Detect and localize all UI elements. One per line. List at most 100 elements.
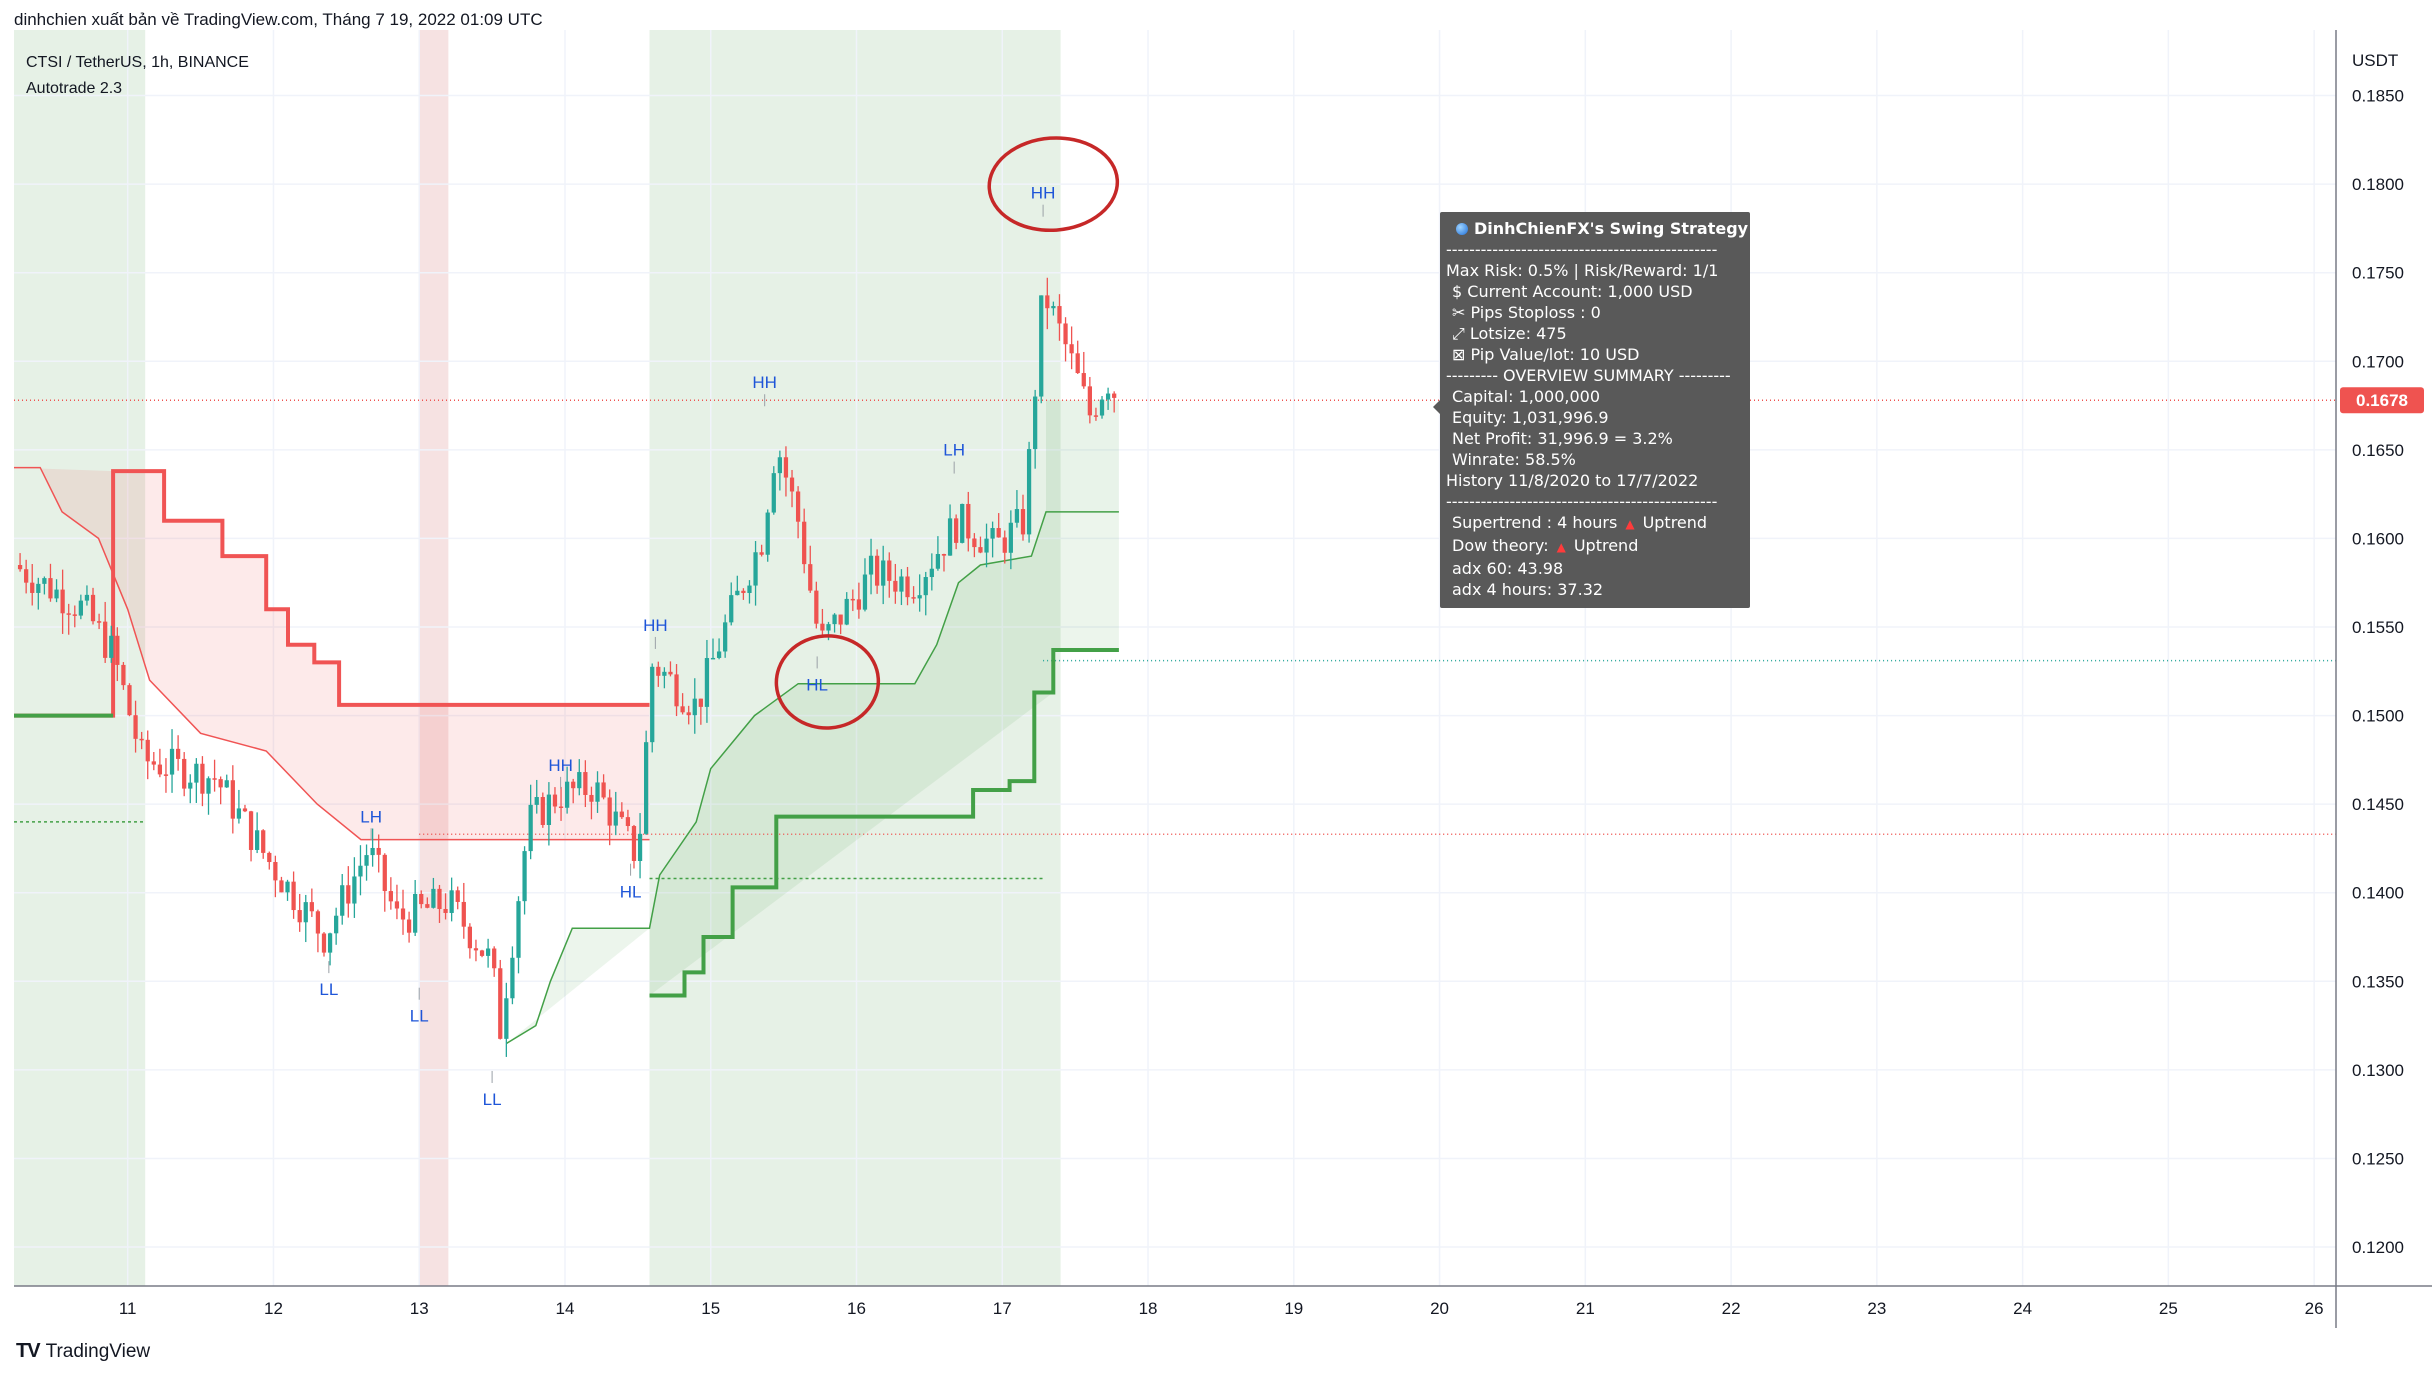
candle-body bbox=[954, 518, 959, 543]
candle-body bbox=[528, 804, 533, 852]
candle-body bbox=[1045, 295, 1050, 309]
candle-body bbox=[960, 503, 965, 543]
candle-body bbox=[1051, 306, 1056, 309]
y-tick-label: 0.1800 bbox=[2352, 175, 2404, 194]
candle-body bbox=[72, 614, 77, 616]
candle-body bbox=[625, 817, 631, 827]
tooltip-history: History 11/8/2020 to 17/7/2022 bbox=[1446, 471, 1699, 490]
candle bbox=[279, 876, 284, 893]
candle bbox=[1008, 510, 1013, 570]
candle bbox=[334, 907, 339, 945]
candle bbox=[625, 809, 631, 832]
candle-body bbox=[157, 764, 163, 775]
candle-body bbox=[334, 915, 339, 934]
candle-body bbox=[109, 635, 114, 658]
candle-body bbox=[698, 698, 703, 707]
candle bbox=[115, 627, 120, 682]
candle-body bbox=[206, 778, 211, 794]
candle bbox=[1026, 441, 1032, 543]
candle bbox=[175, 735, 181, 771]
candle bbox=[540, 792, 545, 828]
tradingview-footer[interactable]: TV TradingView bbox=[16, 1340, 150, 1363]
candle bbox=[212, 759, 217, 792]
candle bbox=[200, 756, 205, 807]
tooltip-risk: Max Risk: 0.5% | Risk/Reward: 1/1 bbox=[1446, 261, 1719, 280]
candle-body bbox=[765, 512, 770, 555]
candle bbox=[340, 873, 345, 925]
candle bbox=[947, 504, 953, 556]
candle-body bbox=[723, 622, 728, 652]
y-tick-label: 0.1200 bbox=[2352, 1238, 2404, 1257]
candle bbox=[534, 779, 539, 814]
candle bbox=[905, 566, 910, 606]
candle bbox=[127, 683, 132, 717]
candle bbox=[917, 574, 922, 612]
candle bbox=[723, 614, 728, 658]
supertrend-fills bbox=[14, 400, 1119, 1044]
candle-body bbox=[285, 881, 290, 893]
tooltip-summary-header: --------- OVERVIEW SUMMARY --------- bbox=[1446, 366, 1731, 385]
candle bbox=[449, 877, 454, 922]
candle bbox=[820, 608, 825, 635]
drawn-annotations[interactable] bbox=[773, 134, 1120, 732]
candle bbox=[1057, 294, 1062, 341]
candle bbox=[990, 521, 995, 558]
candle-body bbox=[431, 888, 436, 908]
candle bbox=[394, 884, 400, 920]
candle-body bbox=[84, 594, 90, 601]
candle-body bbox=[899, 576, 904, 592]
candle bbox=[1039, 295, 1044, 404]
candle-body bbox=[729, 595, 734, 623]
candle-body bbox=[498, 968, 503, 1039]
candle bbox=[78, 594, 83, 620]
up-arrow-icon: ▲ bbox=[1556, 540, 1566, 554]
candle bbox=[850, 589, 855, 612]
candle bbox=[285, 879, 290, 901]
candle-body bbox=[838, 614, 843, 625]
candle-body bbox=[808, 564, 813, 591]
symbol-legend[interactable]: CTSI / TetherUS, 1h, BINANCE bbox=[26, 54, 249, 71]
currency-label: USDT bbox=[2352, 51, 2398, 70]
background-zones bbox=[14, 30, 1061, 1286]
candle bbox=[619, 802, 624, 819]
y-tick-label: 0.1750 bbox=[2352, 264, 2404, 283]
candle-body bbox=[1020, 509, 1026, 535]
tooltip-capital: Capital: 1,000,000 bbox=[1452, 387, 1601, 406]
candle-body bbox=[583, 772, 588, 795]
candle bbox=[1075, 340, 1080, 374]
last-price-label: 0.1678 bbox=[2356, 391, 2408, 410]
axes: USDT 0.1850 0.1800 0.1750 0.1700 0.1650 0.1600… bbox=[14, 30, 2432, 1328]
candle bbox=[157, 748, 163, 778]
indicator-legend[interactable]: Autotrade 2.3 bbox=[26, 80, 123, 97]
candle-body bbox=[686, 712, 691, 716]
candle-body bbox=[996, 528, 1001, 538]
candle bbox=[1014, 490, 1020, 528]
swing-label-hl: HL bbox=[620, 883, 642, 902]
candle-body bbox=[492, 948, 497, 969]
candle bbox=[868, 538, 874, 595]
candle bbox=[814, 581, 819, 629]
candle bbox=[874, 549, 880, 594]
candle bbox=[704, 639, 710, 723]
candle bbox=[856, 582, 862, 619]
candle bbox=[589, 786, 594, 820]
candle bbox=[230, 765, 235, 834]
candle bbox=[406, 911, 412, 943]
candle-body bbox=[814, 590, 819, 624]
candle-body bbox=[716, 651, 722, 658]
candle-body bbox=[1105, 393, 1111, 400]
candle-body bbox=[893, 580, 898, 592]
x-tick-label: 18 bbox=[1139, 1299, 1158, 1318]
candle bbox=[571, 778, 576, 804]
candle-body bbox=[1063, 323, 1068, 345]
candle bbox=[631, 824, 637, 869]
candle bbox=[522, 846, 527, 915]
candle-body bbox=[510, 957, 515, 999]
candle bbox=[36, 577, 41, 610]
candle bbox=[552, 787, 558, 814]
candle bbox=[1093, 407, 1099, 421]
candle bbox=[564, 766, 570, 814]
candle-body bbox=[364, 855, 369, 866]
candle-body bbox=[358, 865, 363, 877]
